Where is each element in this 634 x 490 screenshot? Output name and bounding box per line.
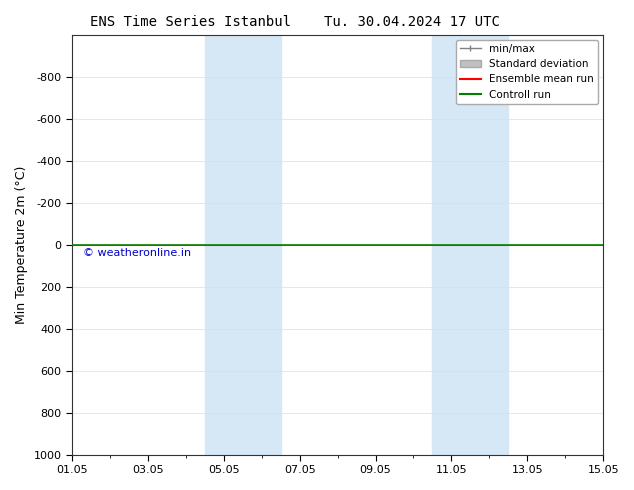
Bar — [205, 35, 281, 455]
Text: © weatheronline.in: © weatheronline.in — [82, 248, 191, 258]
Legend: min/max, Standard deviation, Ensemble mean run, Controll run: min/max, Standard deviation, Ensemble me… — [456, 40, 598, 104]
Text: ENS Time Series Istanbul: ENS Time Series Istanbul — [89, 15, 291, 29]
Bar — [432, 35, 508, 455]
Text: Tu. 30.04.2024 17 UTC: Tu. 30.04.2024 17 UTC — [324, 15, 500, 29]
Y-axis label: Min Temperature 2m (°C): Min Temperature 2m (°C) — [15, 166, 28, 324]
